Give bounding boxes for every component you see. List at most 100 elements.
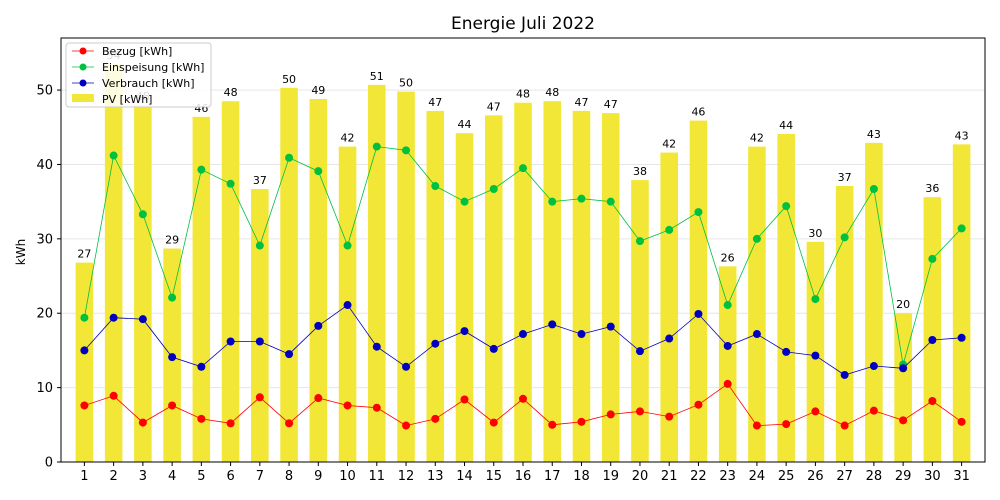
einspeisung-point bbox=[723, 301, 732, 310]
pv-bar bbox=[514, 102, 532, 462]
bezug-point bbox=[635, 407, 644, 416]
x-tick-label: 8 bbox=[285, 469, 293, 484]
einspeisung-point bbox=[548, 197, 557, 206]
x-tick-label: 31 bbox=[953, 469, 970, 484]
einspeisung-point bbox=[431, 182, 440, 191]
legend-bezug-marker bbox=[79, 47, 87, 55]
einspeisung-point bbox=[109, 151, 118, 160]
chart-title: Energie Juli 2022 bbox=[451, 14, 595, 34]
einspeisung-point bbox=[665, 225, 674, 234]
pv-bar-label: 43 bbox=[867, 128, 881, 141]
series-layer bbox=[80, 142, 966, 430]
legend-pv-swatch bbox=[72, 94, 94, 102]
legend-bezug-label: Bezug [kWh] bbox=[102, 45, 172, 58]
pv-bar-label: 42 bbox=[341, 132, 355, 145]
einspeisung-point bbox=[928, 254, 937, 263]
einspeisung-point bbox=[197, 165, 206, 174]
pv-bar bbox=[660, 152, 678, 462]
verbrauch-point bbox=[519, 330, 527, 339]
x-tick-label: 10 bbox=[339, 469, 356, 484]
y-tick-label: 0 bbox=[45, 456, 53, 471]
y-axis-label: kWh bbox=[14, 239, 28, 265]
einspeisung-point bbox=[460, 197, 469, 206]
pv-bar bbox=[75, 262, 94, 462]
pv-bar bbox=[192, 116, 211, 462]
pv-bar bbox=[572, 110, 591, 462]
pv-bar bbox=[894, 313, 912, 462]
pv-bar-label: 47 bbox=[574, 96, 588, 109]
einspeisung-point bbox=[869, 185, 878, 194]
verbrauch-point bbox=[80, 346, 89, 355]
bezug-point bbox=[694, 400, 703, 409]
pv-bar bbox=[397, 91, 415, 462]
pv-bar-label: 42 bbox=[750, 132, 764, 145]
einspeisung-point bbox=[80, 313, 89, 322]
pv-bar-label: 47 bbox=[487, 100, 501, 113]
pv-bar-label: 51 bbox=[370, 70, 384, 83]
pv-bar-label: 29 bbox=[165, 234, 179, 247]
bezug-point bbox=[665, 412, 674, 421]
verbrauch-point bbox=[402, 362, 411, 371]
verbrauch-point bbox=[694, 309, 703, 318]
pv-bar-label: 44 bbox=[779, 119, 793, 132]
bezug-point bbox=[752, 421, 761, 430]
bezug-point bbox=[168, 401, 177, 410]
einspeisung-point bbox=[957, 224, 966, 233]
pv-bar-label: 48 bbox=[545, 86, 559, 99]
pv-bar bbox=[280, 87, 298, 463]
legend-verbrauch-label: Verbrauch [kWh] bbox=[102, 77, 195, 90]
verbrauch-point bbox=[840, 370, 849, 379]
pv-bar bbox=[865, 142, 883, 462]
einspeisung-point bbox=[138, 210, 147, 219]
x-tick-label: 9 bbox=[314, 469, 322, 484]
legend-verbrauch-marker bbox=[79, 79, 87, 87]
bezug-point bbox=[957, 417, 966, 426]
legend-box bbox=[65, 42, 212, 108]
einspeisung-point bbox=[694, 208, 703, 217]
pv-bar-label: 47 bbox=[604, 98, 618, 111]
pv-bar-label: 46 bbox=[691, 106, 705, 119]
y-tick-label: 50 bbox=[36, 84, 53, 99]
x-tick-label: 25 bbox=[778, 469, 795, 484]
x-tick-label: 2 bbox=[109, 469, 117, 484]
x-tick-label: 29 bbox=[895, 469, 912, 484]
x-tick-label: 6 bbox=[226, 469, 234, 484]
y-tick-label: 10 bbox=[36, 381, 53, 396]
pv-bar bbox=[309, 98, 328, 462]
bezug-point bbox=[372, 403, 381, 412]
x-tick-label: 12 bbox=[398, 469, 415, 484]
bezug-point bbox=[723, 379, 732, 388]
x-tick-label: 23 bbox=[719, 469, 736, 484]
bezug-point bbox=[343, 401, 352, 410]
bezug-point bbox=[460, 395, 469, 404]
einspeisung-point bbox=[255, 241, 264, 250]
bezug-point bbox=[577, 417, 586, 426]
einspeisung-point bbox=[168, 293, 177, 302]
x-tick-label: 15 bbox=[485, 469, 502, 484]
verbrauch-point bbox=[957, 333, 966, 342]
bezug-point bbox=[138, 418, 147, 427]
verbrauch-point bbox=[899, 364, 908, 373]
einspeisung-point bbox=[577, 194, 586, 203]
bezug-point bbox=[80, 401, 89, 410]
verbrauch-point bbox=[197, 362, 206, 371]
pv-bar-label: 38 bbox=[633, 165, 647, 178]
x-tick-label: 30 bbox=[924, 469, 941, 484]
einspeisung-point bbox=[519, 164, 527, 173]
x-tick-label: 21 bbox=[661, 469, 678, 484]
verbrauch-point bbox=[285, 350, 294, 359]
pv-bar-label: 50 bbox=[399, 77, 413, 90]
x-tick-label: 17 bbox=[544, 469, 561, 484]
pv-bar bbox=[952, 144, 971, 462]
einspeisung-point bbox=[489, 185, 498, 194]
verbrauch-point bbox=[460, 327, 469, 336]
bar-label-layer: 2754482946483750494251504744474848474738… bbox=[77, 49, 968, 311]
pv-bar bbox=[104, 64, 123, 462]
verbrauch-point bbox=[577, 330, 586, 339]
x-tick-label: 3 bbox=[139, 469, 147, 484]
pv-bar bbox=[251, 189, 269, 462]
bezug-point bbox=[869, 406, 878, 415]
pv-bar-label: 36 bbox=[925, 182, 939, 195]
verbrauch-point bbox=[548, 320, 557, 329]
x-tick-label: 1 bbox=[80, 469, 88, 484]
